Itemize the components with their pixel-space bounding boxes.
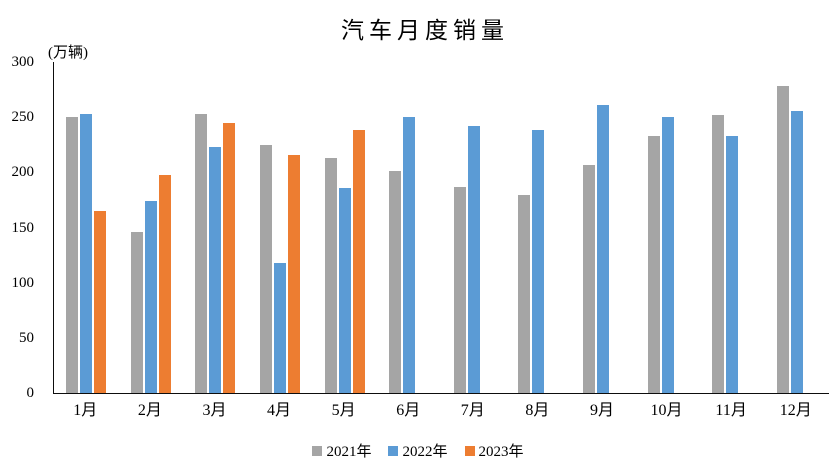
bar-2022-m7 — [467, 126, 480, 393]
bar-2023-m5 — [352, 130, 365, 393]
chart-title: 汽车月度销量 — [341, 18, 509, 43]
x-category-label-m10: 10月 — [650, 402, 683, 419]
bar-2021-m10 — [647, 135, 660, 393]
bar-2023-m1 — [94, 211, 107, 393]
x-category-label-m5: 5月 — [331, 402, 356, 419]
bar-2022-m9 — [596, 105, 609, 393]
bar-2022-m3 — [209, 146, 222, 393]
bar-2022-m11 — [726, 136, 739, 393]
x-category-label-m3: 3月 — [202, 402, 227, 419]
y-axis-unit-label: (万辆) — [48, 45, 88, 61]
x-category-label-m8: 8月 — [525, 402, 550, 419]
x-category-label-m9: 9月 — [589, 402, 614, 419]
bar-2022-m4 — [274, 262, 287, 393]
x-category-label-m2: 2月 — [137, 402, 162, 419]
x-category-label-m1: 1月 — [73, 402, 98, 419]
bar-2021-m4 — [260, 144, 273, 393]
bar-2022-m2 — [144, 201, 157, 393]
legend-item-2022: 2022年 — [388, 440, 448, 461]
x-category-label-m4: 4月 — [267, 402, 292, 419]
plot-area — [53, 62, 829, 394]
bar-2022-m10 — [661, 116, 674, 393]
x-category-label-m7: 7月 — [460, 402, 485, 419]
x-category-label-m12: 12月 — [779, 402, 812, 419]
bar-2021-m1 — [66, 116, 79, 393]
bar-2022-m6 — [403, 116, 416, 393]
bar-2023-m4 — [288, 154, 301, 393]
bar-2023-m3 — [223, 122, 236, 393]
legend-swatch-icon — [388, 445, 399, 456]
legend-label: 2021年 — [326, 444, 372, 460]
y-tick-label-50: 50 — [19, 329, 34, 346]
y-tick-label-200: 200 — [11, 164, 35, 181]
bar-2021-m2 — [130, 232, 143, 393]
bar-2022-m12 — [790, 110, 803, 393]
legend-swatch-icon — [464, 445, 475, 456]
y-tick-label-150: 150 — [11, 219, 35, 236]
y-tick-label-300: 300 — [11, 54, 35, 70]
bar-2021-m9 — [582, 164, 595, 393]
bar-2021-m11 — [712, 114, 725, 393]
bar-2022-m5 — [338, 187, 351, 393]
y-tick-label-250: 250 — [11, 109, 35, 126]
legend: 2021年 2022年 2023年 — [0, 440, 836, 461]
legend-item-2023: 2023年 — [464, 440, 524, 461]
legend-label: 2023年 — [478, 444, 524, 460]
bar-2021-m12 — [776, 85, 789, 393]
y-tick-label-0: 0 — [26, 385, 35, 401]
bar-2022-m8 — [532, 130, 545, 393]
bar-2021-m5 — [324, 158, 337, 393]
bar-2023-m2 — [158, 174, 171, 393]
x-category-label-m11: 11月 — [715, 402, 747, 419]
y-tick-label-100: 100 — [11, 274, 35, 291]
bar-2021-m6 — [389, 170, 402, 393]
legend-swatch-icon — [312, 445, 323, 456]
x-category-label-m6: 6月 — [396, 402, 421, 419]
legend-label: 2022年 — [402, 444, 448, 460]
bar-2021-m8 — [518, 194, 531, 393]
legend-item-2021: 2021年 — [312, 440, 371, 461]
bar-2021-m3 — [195, 114, 208, 393]
bar-2022-m1 — [80, 113, 93, 393]
bar-2021-m7 — [453, 187, 466, 393]
